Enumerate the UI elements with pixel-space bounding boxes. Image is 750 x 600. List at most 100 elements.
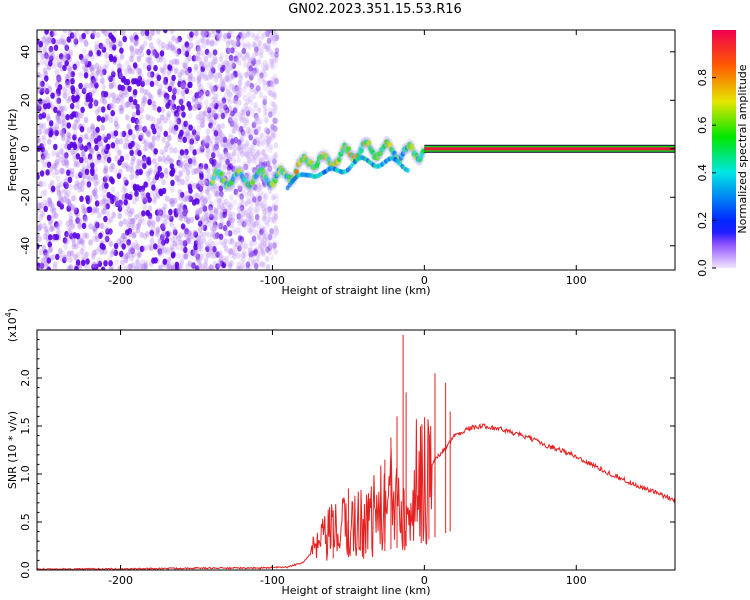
noise-speckle xyxy=(186,45,191,52)
noise-speckle xyxy=(80,147,86,154)
noise-speckle xyxy=(99,97,105,104)
noise-speckle xyxy=(42,199,48,206)
noise-speckle xyxy=(104,182,109,189)
noise-speckle xyxy=(55,116,60,123)
noise-speckle xyxy=(158,264,163,270)
track-point xyxy=(388,142,393,148)
noise-speckle xyxy=(37,49,43,56)
noise-speckle xyxy=(250,147,255,154)
noise-speckle xyxy=(66,64,72,72)
noise-speckle xyxy=(246,172,251,180)
noise-speckle xyxy=(48,225,54,232)
noise-speckle xyxy=(68,218,73,225)
noise-speckle xyxy=(264,61,270,68)
noise-speckle xyxy=(258,92,264,99)
noise-speckle xyxy=(196,257,202,264)
noise-speckle xyxy=(270,131,276,138)
noise-speckle xyxy=(245,215,251,222)
noise-speckle xyxy=(227,98,232,105)
noise-speckle xyxy=(243,143,249,151)
noise-speckle xyxy=(142,265,148,270)
noise-speckle xyxy=(251,121,257,129)
noise-speckle xyxy=(268,146,273,154)
noise-speckle xyxy=(248,221,253,228)
noise-speckle xyxy=(68,67,73,74)
noise-speckle xyxy=(170,179,175,187)
noise-speckle xyxy=(196,70,202,77)
noise-speckle xyxy=(221,205,226,212)
noise-speckle xyxy=(211,109,216,117)
noise-speckle xyxy=(237,227,242,235)
noise-speckle xyxy=(202,224,208,231)
noise-speckle xyxy=(72,195,77,202)
noise-speckle xyxy=(213,97,219,103)
noise-speckle xyxy=(121,232,127,240)
noise-speckle xyxy=(215,185,220,193)
noise-speckle xyxy=(91,253,96,260)
noise-speckle xyxy=(207,173,212,180)
noise-speckle xyxy=(136,68,141,75)
noise-speckle xyxy=(194,167,199,174)
noise-speckle xyxy=(188,163,193,170)
noise-speckle xyxy=(199,168,204,174)
noise-speckle xyxy=(147,142,153,150)
noise-speckle xyxy=(180,89,186,97)
noise-speckle xyxy=(63,254,68,262)
noise-speckle xyxy=(262,199,267,206)
noise-speckle xyxy=(108,260,113,267)
noise-speckle xyxy=(54,233,60,241)
y-tick-label: 2.0 xyxy=(19,369,32,387)
noise-speckle xyxy=(156,74,162,82)
noise-speckle xyxy=(155,30,161,35)
noise-speckle xyxy=(273,225,278,232)
noise-speckle xyxy=(197,99,203,107)
noise-speckle xyxy=(266,80,271,87)
noise-speckle xyxy=(60,56,65,63)
noise-speckle xyxy=(83,133,89,140)
noise-speckle xyxy=(135,109,141,116)
noise-speckle xyxy=(269,58,274,65)
noise-speckle xyxy=(229,237,235,244)
noise-speckle xyxy=(104,225,110,233)
noise-speckle xyxy=(142,126,147,133)
noise-speckle xyxy=(263,71,268,78)
noise-speckle xyxy=(100,30,106,34)
noise-speckle xyxy=(262,244,267,251)
noise-speckle xyxy=(219,190,224,198)
noise-speckle xyxy=(67,200,73,208)
noise-speckle xyxy=(75,153,81,160)
noise-speckle xyxy=(254,35,259,43)
noise-speckle xyxy=(180,244,185,252)
noise-speckle xyxy=(75,217,80,224)
noise-speckle xyxy=(116,172,122,179)
noise-speckle xyxy=(246,207,252,214)
noise-speckle xyxy=(140,30,146,36)
noise-speckle xyxy=(77,140,83,147)
track-point xyxy=(371,149,376,156)
noise-speckle xyxy=(241,42,246,49)
noise-speckle xyxy=(176,159,181,167)
noise-speckle xyxy=(41,108,47,116)
noise-speckle xyxy=(273,79,279,86)
noise-speckle xyxy=(37,206,42,213)
noise-speckle xyxy=(157,208,162,216)
noise-speckle xyxy=(62,86,67,93)
noise-speckle xyxy=(90,167,95,174)
track-point xyxy=(337,156,342,163)
noise-speckle xyxy=(249,57,255,64)
noise-speckle xyxy=(246,80,251,87)
noise-speckle xyxy=(195,210,200,217)
noise-speckle xyxy=(118,250,124,258)
noise-speckle xyxy=(225,152,231,159)
noise-speckle xyxy=(147,92,152,99)
noise-speckle xyxy=(40,156,45,163)
noise-speckle xyxy=(39,202,44,209)
noise-speckle xyxy=(179,161,184,168)
noise-speckle xyxy=(184,228,189,235)
noise-speckle xyxy=(170,35,176,43)
noise-speckle xyxy=(196,103,202,111)
noise-speckle xyxy=(260,153,266,160)
noise-speckle xyxy=(230,238,235,245)
noise-speckle xyxy=(244,151,249,158)
noise-speckle xyxy=(231,157,237,164)
